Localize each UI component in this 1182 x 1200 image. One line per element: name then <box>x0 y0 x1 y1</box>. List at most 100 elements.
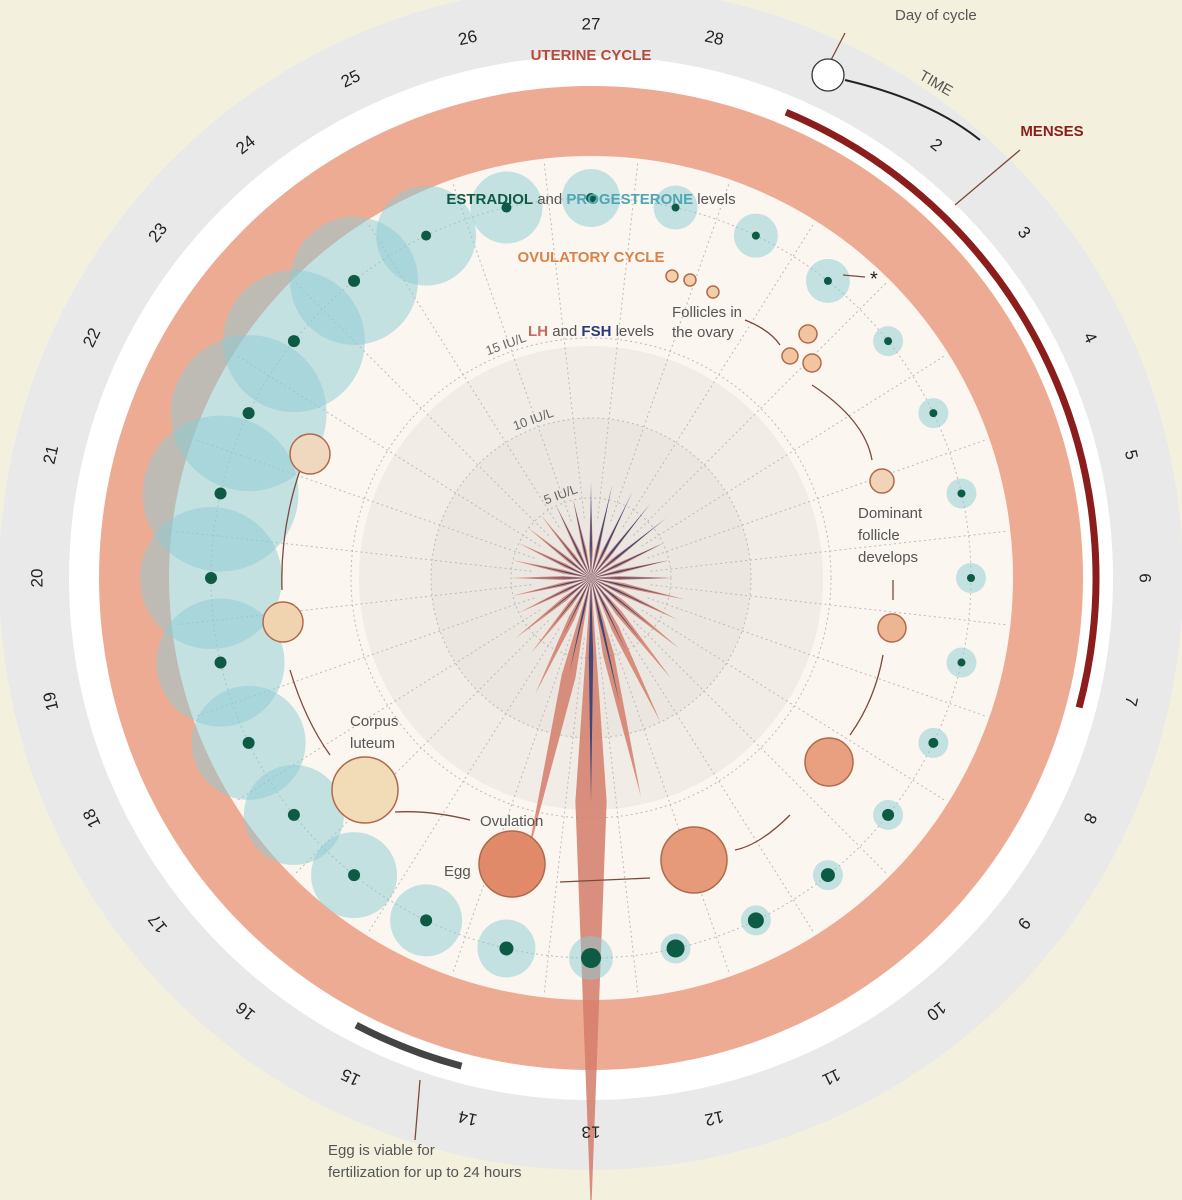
fsh-petal <box>591 518 667 578</box>
estradiol-dot <box>957 658 966 667</box>
estradiol-dot <box>666 939 685 958</box>
day-label: 13 <box>582 1123 601 1142</box>
estradiol-dot <box>929 409 938 418</box>
note: Egg is viable for <box>328 1142 435 1159</box>
fsh-petal <box>591 491 633 578</box>
fsh-petal <box>588 578 594 802</box>
fsh-petal <box>591 577 671 579</box>
spoke <box>597 160 639 519</box>
label: PROGESTERONE <box>566 191 693 208</box>
fsh-petal <box>563 578 591 636</box>
estradiol-dot <box>820 868 835 883</box>
fsh-petal <box>528 578 591 593</box>
label: ESTRADIOL <box>446 191 533 208</box>
day-label: 7 <box>1121 695 1142 708</box>
spoke <box>543 160 585 519</box>
label: levels <box>616 323 654 340</box>
fsh-petal <box>591 578 664 613</box>
note: Ovulation <box>480 813 543 830</box>
spoke <box>622 628 815 934</box>
label: levels <box>697 191 735 208</box>
day-label: 6 <box>1136 573 1155 582</box>
annotation: UTERINE CYCLE <box>531 47 652 64</box>
estradiol-dot <box>214 487 227 500</box>
spoke <box>451 634 572 975</box>
estradiol-dot <box>499 941 514 956</box>
note: Egg <box>444 863 471 880</box>
fsh-petal <box>591 578 620 703</box>
label: and <box>537 191 562 208</box>
fsh-petal <box>551 527 591 578</box>
fsh-petal <box>573 500 591 578</box>
estradiol-dot <box>751 231 760 240</box>
estradiol-dot <box>581 948 601 968</box>
spoke <box>543 637 585 996</box>
fsh-petal <box>590 482 592 578</box>
estradiol-dot <box>671 203 680 212</box>
note: develops <box>858 549 918 566</box>
estradiol-dot <box>287 808 300 821</box>
fsh-petal <box>591 578 669 596</box>
estradiol-dot <box>747 912 764 929</box>
note: Follicles in <box>672 304 742 321</box>
spoke <box>597 637 639 996</box>
estradiol-dot <box>501 202 512 213</box>
estradiol-dot <box>823 276 832 285</box>
spoke <box>610 181 731 522</box>
day-label: 27 <box>582 14 601 33</box>
viability-arc <box>354 1021 463 1070</box>
day-label: 20 <box>27 569 46 588</box>
fsh-petal <box>591 578 641 641</box>
fsh-petal <box>556 505 591 578</box>
fsh-petal <box>527 577 591 579</box>
note: follicle <box>858 527 900 544</box>
fsh-petal <box>591 560 669 578</box>
follicles <box>262 269 907 898</box>
fsh-petal <box>591 484 613 578</box>
spoke <box>647 438 988 559</box>
day-label: 14 <box>456 1107 479 1130</box>
label: LH <box>528 323 548 340</box>
estradiol-dot <box>242 407 255 420</box>
fsh-petal <box>591 502 651 578</box>
spoke <box>367 628 560 934</box>
estradiol-dot <box>928 737 939 748</box>
fsh-petal <box>591 578 654 628</box>
label: FSH <box>581 323 611 340</box>
annotation: MENSES <box>1020 123 1083 140</box>
estradiol-dot <box>287 335 300 348</box>
spoke <box>610 634 731 975</box>
day-label: 26 <box>456 27 479 50</box>
spoke <box>641 354 947 547</box>
fsh-petal <box>569 578 591 672</box>
annotation: ESTRADIOL and PROGESTERONE levels <box>446 191 735 208</box>
fsh-petal <box>528 563 591 578</box>
spoke <box>641 609 947 802</box>
day-label: 28 <box>703 27 726 50</box>
note: Corpus <box>350 713 398 730</box>
day-label: 19 <box>40 690 63 713</box>
note: the ovary <box>672 324 734 341</box>
estradiol-dot <box>420 914 433 927</box>
estradiol-dot <box>348 869 361 882</box>
day-label: 5 <box>1121 448 1142 461</box>
fsh-petal <box>591 578 626 651</box>
estradiol-dot <box>884 337 893 346</box>
estradiol-dot <box>214 656 227 669</box>
estradiol-dot <box>348 274 361 287</box>
estradiol-dot <box>205 572 217 584</box>
arrows <box>281 32 1021 1141</box>
spoke <box>235 609 541 802</box>
annotation: Day of cycle <box>895 7 977 24</box>
spoke <box>633 620 889 876</box>
note: luteum <box>350 735 395 752</box>
estradiol-dot <box>882 808 895 821</box>
estradiol-dot <box>967 574 975 582</box>
fsh-petal <box>540 538 591 578</box>
label: and <box>552 323 577 340</box>
spoke <box>633 280 889 536</box>
estradiol-dot <box>421 230 432 241</box>
day-marker <box>811 58 845 92</box>
day-label: 21 <box>40 443 63 466</box>
